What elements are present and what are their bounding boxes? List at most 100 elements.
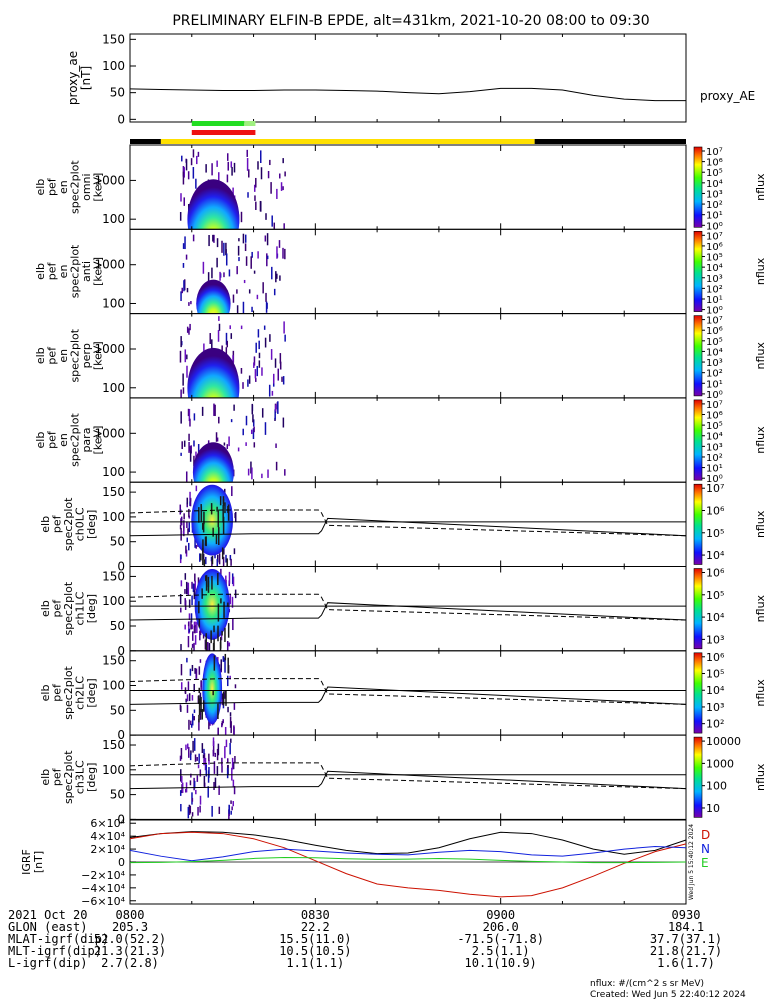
- panel-ylabel: spec2plot: [69, 160, 82, 214]
- noise-streak: [203, 343, 205, 352]
- dark-streak: [200, 553, 202, 561]
- panel-ylabel: ch3LC: [74, 760, 87, 794]
- noise-streak: [275, 271, 277, 283]
- noise-streak: [188, 719, 190, 730]
- dark-streak: [213, 625, 215, 633]
- panel-ylabel: spec2plot: [62, 497, 75, 551]
- noise-streak: [205, 764, 208, 777]
- noise-streak: [183, 167, 185, 178]
- noise-streak: [258, 340, 260, 350]
- noise-streak: [228, 804, 230, 814]
- noise-streak: [205, 164, 207, 173]
- noise-streak: [226, 640, 229, 651]
- colorbar-tick-label: 10²: [706, 284, 723, 295]
- noise-streak: [221, 765, 223, 773]
- noise-streak: [230, 161, 233, 168]
- panel-ylabel: pef: [51, 767, 64, 786]
- noise-streak: [216, 160, 218, 167]
- noise-streak: [190, 750, 192, 755]
- igrf-yunit: [nT]: [32, 851, 45, 873]
- colorbar-zlabel: nflux: [754, 679, 767, 707]
- noise-streak: [196, 756, 198, 761]
- noise-streak: [224, 690, 226, 699]
- noise-streak: [228, 809, 230, 820]
- noise-streak: [247, 192, 249, 198]
- noise-streak: [255, 177, 257, 188]
- noise-streak: [245, 256, 248, 266]
- noise-streak: [196, 155, 198, 165]
- noise-streak: [193, 738, 196, 751]
- panel-body: [180, 401, 286, 483]
- noise-streak: [180, 682, 183, 690]
- panel-ylabel: [deg]: [85, 510, 98, 539]
- dark-streak: [198, 714, 200, 723]
- noise-streak: [208, 720, 210, 730]
- dark-streak: [204, 536, 207, 546]
- panel-ylabel: para: [80, 428, 93, 453]
- noise-streak: [264, 337, 267, 348]
- noise-streak: [228, 436, 230, 447]
- noise-streak: [274, 358, 277, 368]
- panel-ytick-label: 100: [102, 212, 125, 226]
- spectrogram-panel-0: 1000100elbpefenspec2plotomni[keV]10⁷10⁶1…: [34, 144, 767, 232]
- noise-streak: [207, 786, 209, 798]
- noise-streak: [218, 553, 221, 565]
- dark-streak: [211, 555, 214, 565]
- noise-streak: [204, 639, 207, 650]
- noise-streak: [232, 779, 235, 788]
- noise-streak: [198, 718, 200, 731]
- panel-ytick-label: 100: [102, 763, 125, 777]
- noise-streak: [234, 684, 237, 689]
- anti-loss-cone-line: [130, 762, 686, 790]
- noise-streak: [212, 749, 215, 757]
- panel-ylabel: [keV]: [92, 341, 105, 370]
- noise-streak: [240, 211, 243, 223]
- dark-streak: [217, 625, 219, 642]
- loss-cone-line: [130, 517, 686, 537]
- noise-streak: [186, 694, 189, 702]
- panel-ylabel: anti: [80, 261, 93, 282]
- panel-ylabel: [keV]: [92, 173, 105, 202]
- noise-streak: [192, 740, 194, 753]
- noise-streak: [188, 621, 190, 634]
- noise-streak: [184, 624, 186, 630]
- noise-streak: [199, 769, 202, 777]
- noise-streak: [185, 254, 188, 260]
- xaxis-row-value: 37.7(37.1): [650, 932, 722, 946]
- noise-streak: [182, 373, 184, 386]
- panel-body: [130, 653, 686, 736]
- pitch-angle-blob: [202, 653, 223, 725]
- panel-ylabel: ch0LC: [74, 507, 87, 541]
- noise-streak: [225, 739, 228, 748]
- proxy-ae-panel: 150 100 50 0 proxy_ae [nT] proxy_AE: [66, 32, 755, 126]
- noise-streak: [194, 667, 196, 674]
- colorbar-tick-label: 10⁵: [706, 527, 724, 540]
- noise-streak: [267, 170, 270, 179]
- panel-frame: [129, 734, 687, 820]
- xaxis-row-value: 21.3(21.3): [94, 944, 166, 958]
- noise-streak: [180, 803, 182, 812]
- panel-ytick-label: 1000: [94, 173, 125, 187]
- noise-streak: [197, 764, 200, 769]
- noise-streak: [184, 349, 187, 363]
- noise-streak: [238, 257, 240, 262]
- noise-streak: [179, 504, 182, 515]
- noise-streak: [257, 161, 259, 170]
- zone-bars: [130, 121, 686, 144]
- panel-ytick-label: 0: [117, 812, 125, 826]
- noise-streak: [202, 553, 205, 560]
- dark-streak: [223, 601, 225, 618]
- proxy-ae-ylabel: proxy_ae: [66, 51, 80, 105]
- proxy-ae-ytick-label: 150: [102, 32, 125, 46]
- colorbar-zlabel: nflux: [754, 510, 767, 538]
- colorbar-tick-label: 10⁶: [706, 326, 723, 337]
- noise-streak: [268, 384, 271, 397]
- noise-streak: [224, 659, 226, 673]
- dark-streak: [212, 690, 214, 696]
- noise-streak: [182, 263, 185, 268]
- noise-streak: [261, 367, 263, 376]
- xaxis-row-value: 21.8(21.7): [650, 944, 722, 958]
- energy-flux-blob: [187, 347, 240, 398]
- noise-streak: [188, 613, 191, 621]
- noise-streak: [237, 447, 240, 452]
